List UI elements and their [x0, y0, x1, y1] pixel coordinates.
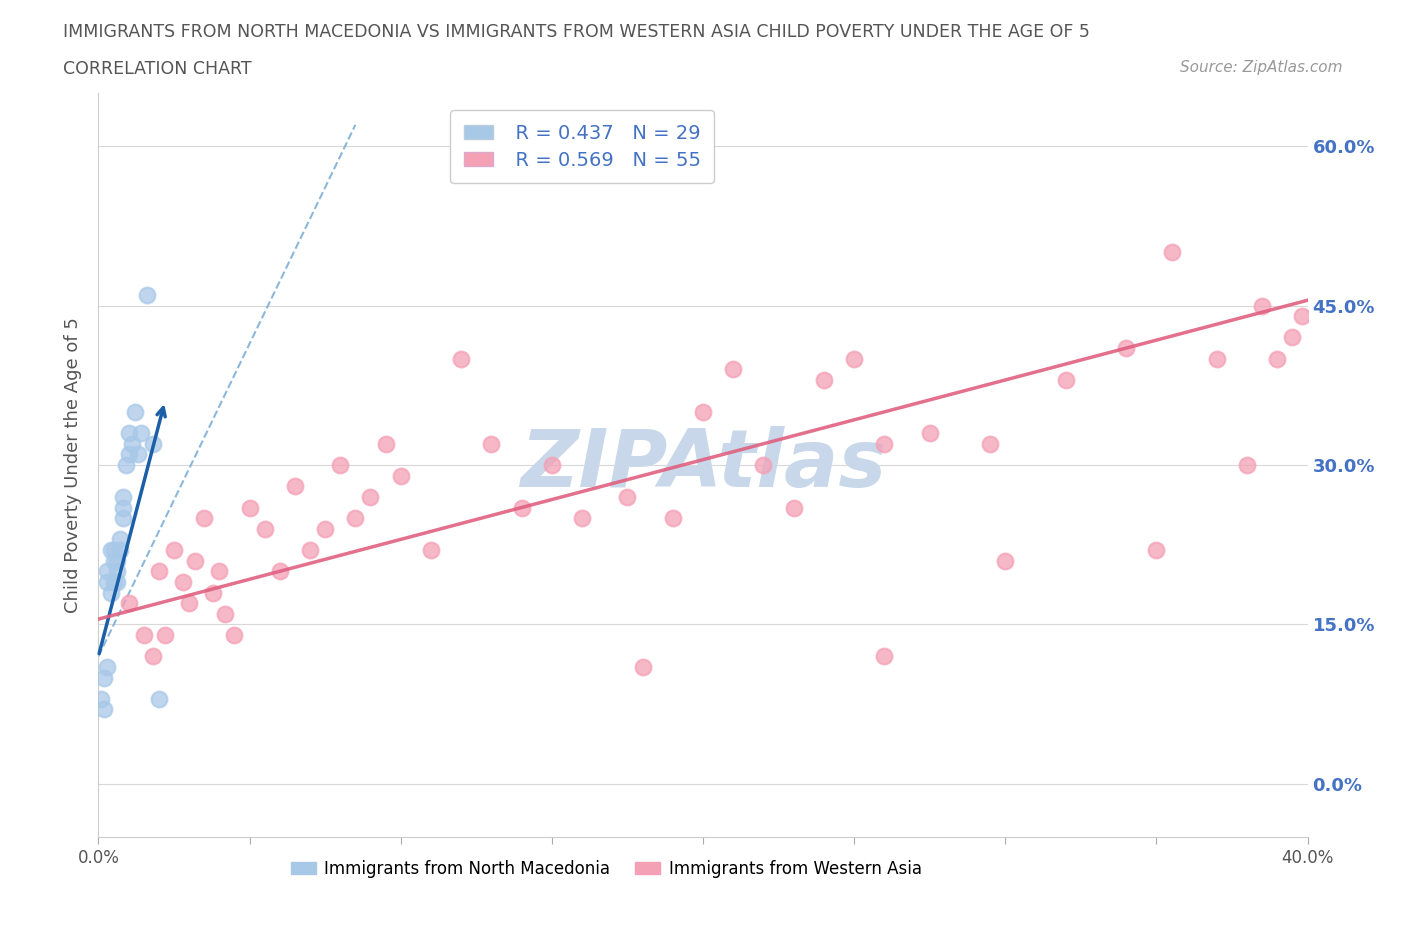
- Point: [111, 511, 134, 525]
- Point: [723, 362, 745, 377]
- Point: [224, 628, 246, 643]
- Point: [420, 542, 443, 557]
- Point: [153, 628, 176, 643]
- Text: Source: ZipAtlas.com: Source: ZipAtlas.com: [1180, 60, 1343, 75]
- Point: [105, 564, 128, 578]
- Point: [121, 436, 143, 451]
- Point: [844, 352, 866, 366]
- Point: [118, 447, 141, 462]
- Point: [540, 458, 562, 472]
- Point: [163, 542, 186, 557]
- Point: [103, 542, 125, 557]
- Point: [389, 468, 412, 483]
- Point: [1206, 352, 1229, 366]
- Point: [132, 628, 155, 643]
- Point: [994, 553, 1017, 568]
- Point: [616, 489, 638, 504]
- Point: [114, 458, 136, 472]
- Point: [124, 405, 146, 419]
- Point: [450, 352, 472, 366]
- Point: [118, 596, 141, 611]
- Point: [692, 405, 714, 419]
- Point: [1160, 245, 1182, 259]
- Point: [752, 458, 775, 472]
- Point: [344, 511, 367, 525]
- Point: [873, 649, 896, 664]
- Point: [103, 553, 125, 568]
- Y-axis label: Child Poverty Under the Age of 5: Child Poverty Under the Age of 5: [65, 317, 83, 613]
- Point: [111, 489, 134, 504]
- Point: [184, 553, 207, 568]
- Point: [1054, 373, 1077, 388]
- Point: [1236, 458, 1258, 472]
- Point: [813, 373, 835, 388]
- Point: [202, 585, 225, 600]
- Point: [481, 436, 503, 451]
- Point: [118, 426, 141, 441]
- Point: [93, 702, 115, 717]
- Point: [1144, 542, 1167, 557]
- Point: [96, 659, 118, 674]
- Point: [873, 436, 896, 451]
- Text: IMMIGRANTS FROM NORTH MACEDONIA VS IMMIGRANTS FROM WESTERN ASIA CHILD POVERTY UN: IMMIGRANTS FROM NORTH MACEDONIA VS IMMIG…: [63, 23, 1090, 41]
- Point: [1115, 340, 1137, 355]
- Point: [108, 542, 131, 557]
- Point: [360, 489, 382, 504]
- Point: [214, 606, 236, 621]
- Point: [314, 522, 336, 537]
- Point: [374, 436, 396, 451]
- Point: [329, 458, 352, 472]
- Point: [783, 500, 806, 515]
- Text: CORRELATION CHART: CORRELATION CHART: [63, 60, 252, 78]
- Point: [108, 532, 131, 547]
- Point: [135, 287, 157, 302]
- Point: [129, 426, 152, 441]
- Point: [100, 542, 122, 557]
- Point: [96, 564, 118, 578]
- Point: [239, 500, 262, 515]
- Point: [90, 691, 112, 706]
- Point: [172, 575, 194, 590]
- Point: [269, 564, 291, 578]
- Text: ZIPAtlas: ZIPAtlas: [520, 426, 886, 504]
- Point: [142, 649, 165, 664]
- Point: [1251, 299, 1274, 313]
- Point: [179, 596, 201, 611]
- Point: [111, 500, 134, 515]
- Point: [1267, 352, 1289, 366]
- Point: [1291, 309, 1313, 324]
- Point: [284, 479, 307, 494]
- Point: [979, 436, 1001, 451]
- Point: [148, 691, 170, 706]
- Point: [103, 575, 125, 590]
- Point: [93, 671, 115, 685]
- Point: [208, 564, 231, 578]
- Point: [1281, 330, 1303, 345]
- Point: [918, 426, 941, 441]
- Point: [142, 436, 165, 451]
- Point: [96, 575, 118, 590]
- Point: [661, 511, 683, 525]
- Point: [100, 585, 122, 600]
- Point: [148, 564, 170, 578]
- Legend: Immigrants from North Macedonia, Immigrants from Western Asia: Immigrants from North Macedonia, Immigra…: [284, 853, 928, 884]
- Point: [105, 553, 128, 568]
- Point: [253, 522, 276, 537]
- Point: [127, 447, 149, 462]
- Point: [510, 500, 533, 515]
- Point: [105, 575, 128, 590]
- Point: [631, 659, 654, 674]
- Point: [299, 542, 322, 557]
- Point: [193, 511, 215, 525]
- Point: [571, 511, 593, 525]
